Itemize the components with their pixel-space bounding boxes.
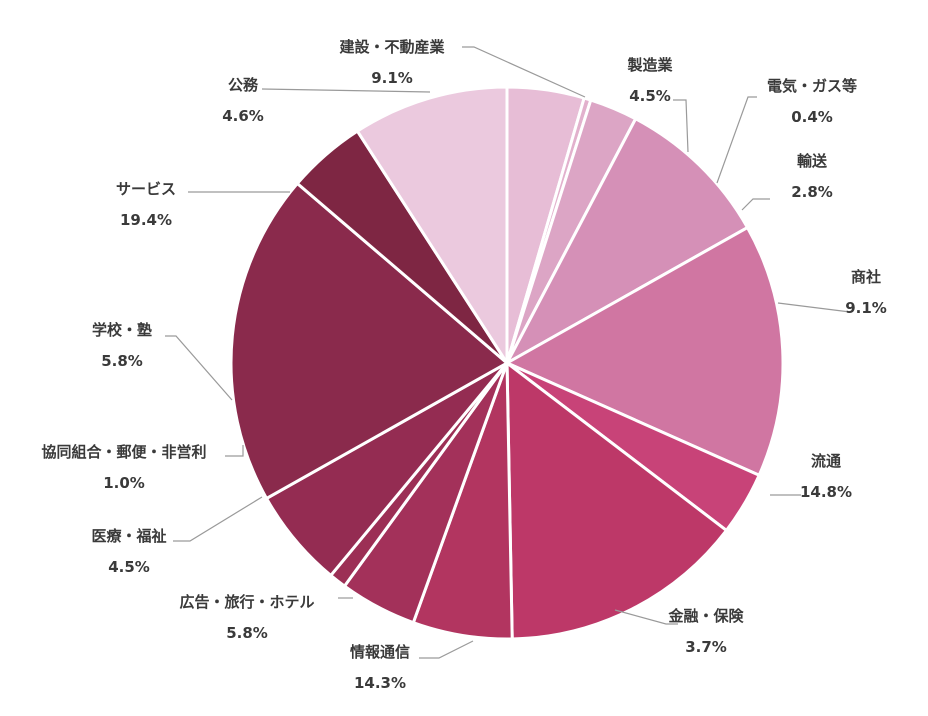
slice-label-2: 輸送 [797, 152, 828, 170]
leader-line-10 [165, 335, 233, 401]
leader-line-1 [716, 96, 757, 184]
slice-label-12: 公務 [228, 76, 259, 94]
pie-slice-4 [505, 226, 785, 477]
slice-value-3: 9.1% [845, 299, 887, 317]
slice-value-5: 3.7% [685, 638, 727, 656]
pie-slice-11 [229, 181, 509, 500]
pie-slice-3 [505, 117, 749, 365]
pie-slices [229, 85, 785, 641]
leader-line-6 [419, 640, 474, 659]
slice-value-2: 2.8% [791, 183, 833, 201]
leader-line-8 [173, 496, 263, 542]
pie-slice-6 [505, 361, 728, 641]
slice-label-6: 情報通信 [350, 643, 410, 661]
slice-value-10: 5.8% [101, 352, 143, 370]
slice-value-6: 14.3% [354, 674, 406, 692]
leader-line-12 [261, 88, 431, 93]
slice-label-13: 建設・不動産業 [339, 38, 445, 56]
slice-label-7: 広告・旅行・ホテル [179, 593, 314, 611]
leader-line-0 [673, 99, 689, 153]
slice-label-11: サービス [116, 180, 176, 198]
slice-value-7: 5.8% [226, 624, 268, 642]
slice-value-1: 0.4% [791, 108, 833, 126]
leader-line-2 [741, 198, 770, 211]
leader-line-13 [462, 46, 586, 98]
slice-labels: 製造業 4.5% 電気・ガス等 0.4% 輸送 2.8% 商社 9.1% 流通 14.8% 金融・保… [41, 38, 886, 692]
slice-label-8: 医療・福祉 [91, 527, 166, 545]
leader-line-9 [225, 445, 244, 457]
pie-slice-13 [355, 85, 509, 365]
slice-label-0: 製造業 [626, 56, 673, 74]
slice-value-13: 9.1% [371, 69, 413, 87]
slice-value-8: 4.5% [108, 558, 150, 576]
slice-value-9: 1.0% [103, 474, 145, 492]
slice-value-0: 4.5% [629, 87, 671, 105]
slice-value-12: 4.6% [222, 107, 264, 125]
leader-line-3 [777, 302, 851, 313]
slice-label-5: 金融・保険 [667, 607, 744, 625]
slice-label-3: 商社 [851, 268, 881, 286]
slice-value-11: 19.4% [120, 211, 172, 229]
slice-value-4: 14.8% [800, 483, 852, 501]
leader-line-5 [614, 609, 678, 625]
slice-label-1: 電気・ガス等 [767, 77, 857, 95]
leader-lines [165, 46, 851, 659]
slice-label-9: 協同組合・郵便・非営利 [41, 443, 206, 461]
slice-label-10: 学校・塾 [92, 321, 152, 339]
slice-label-4: 流通 [811, 452, 841, 470]
